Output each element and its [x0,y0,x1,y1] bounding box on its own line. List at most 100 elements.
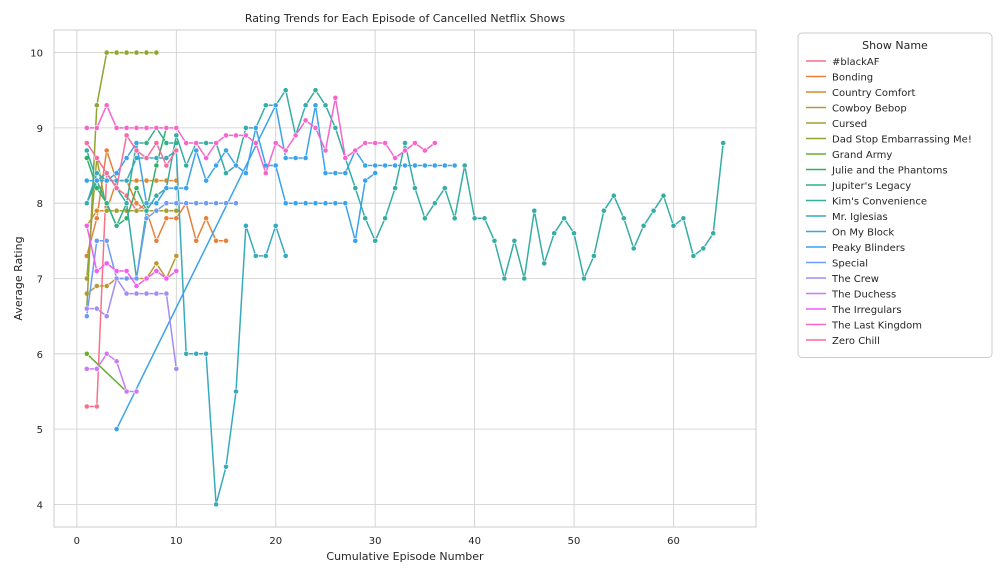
data-point [93,155,100,161]
y-tick-label: 10 [30,49,43,60]
data-point [302,200,309,207]
data-point [501,275,508,282]
legend-item: Cowboy Bebop [806,104,907,115]
data-point [332,170,339,176]
data-point [93,177,100,184]
legend-item: The Irregulars [806,305,902,316]
axis-ticks: 0 10 20 30 40 50 60 4 5 6 7 8 9 10 [30,49,680,547]
data-point [83,305,90,312]
data-point [163,185,170,191]
data-point [83,200,90,207]
data-point [173,125,180,131]
data-point [173,365,180,372]
data-point [173,215,180,222]
data-point [322,147,329,154]
data-point [233,132,239,139]
data-point [402,147,408,154]
series-line [86,353,128,393]
data-point [431,162,438,169]
series-line [86,179,177,227]
data-point [123,132,130,139]
series-10 [83,147,289,508]
data-point [153,177,160,184]
data-point [133,185,140,191]
data-point [113,222,120,229]
x-tick-label: 40 [468,536,481,547]
data-point [213,140,219,146]
data-point [392,185,398,191]
legend-item: The Last Kingdom [806,321,922,332]
data-point [372,162,379,169]
data-point [123,177,130,184]
y-tick-label: 4 [37,500,43,511]
data-point [153,162,160,169]
data-point [153,207,160,214]
data-point [561,215,567,222]
legend-label: Julie and the Phantoms [831,166,948,177]
chart-title: Rating Trends for Each Episode of Cancel… [245,12,565,25]
data-point [282,147,289,154]
data-point [650,207,657,214]
data-point [312,200,319,207]
data-point [601,207,607,214]
data-point [103,102,110,109]
data-point [103,237,110,244]
data-point [103,49,110,56]
data-point [203,215,209,222]
y-tick-label: 5 [37,425,43,436]
data-point [143,200,150,207]
legend-label: Cursed [832,119,867,130]
data-point [133,207,140,214]
data-point [392,155,398,161]
data-point [342,155,349,161]
data-point [93,207,100,214]
data-point [193,147,200,154]
data-point [541,260,548,267]
series-12 [83,125,379,244]
data-point [93,305,100,312]
plot-frame [53,29,757,528]
data-point [332,125,339,131]
legend: Show Name #blackAF Bonding Country Comfort… [797,32,993,358]
legend-item: Dad Stop Embarrassing Me! [806,135,972,146]
data-point [83,147,90,154]
data-point [690,252,697,259]
data-point [183,140,190,146]
legend-item: Mr. Iglesias [806,212,888,223]
data-point [262,170,269,176]
data-point [491,237,498,244]
data-point [123,275,130,282]
legend-item: Grand Army [806,150,892,161]
legend-label: Kim's Convenience [832,197,927,208]
data-point [133,125,140,131]
data-point [103,177,110,184]
data-point [272,222,279,229]
series-16 [83,222,180,289]
data-point [352,147,359,154]
data-point [153,200,160,207]
data-point [233,162,239,169]
data-point [163,162,170,169]
data-point [143,125,150,131]
y-tick-label: 8 [37,199,43,210]
data-point [680,215,687,222]
series-11 [113,102,458,432]
data-point [173,200,180,207]
x-tick-label: 60 [667,536,680,547]
data-point [183,200,190,207]
data-point [113,207,120,214]
data-point [312,102,319,109]
data-point [213,200,219,207]
legend-item: Kim's Convenience [806,197,927,208]
x-tick-label: 30 [369,536,382,547]
y-tick-label: 6 [37,350,43,361]
series-13 [83,200,239,320]
legend-label: Dad Stop Embarrassing Me! [832,135,972,146]
data-point [372,170,379,176]
data-point [571,230,577,237]
legend-label: Mr. Iglesias [832,212,888,223]
legend-item: On My Block [806,228,894,239]
data-point [143,207,150,214]
data-point [133,388,140,395]
data-point [93,365,100,372]
